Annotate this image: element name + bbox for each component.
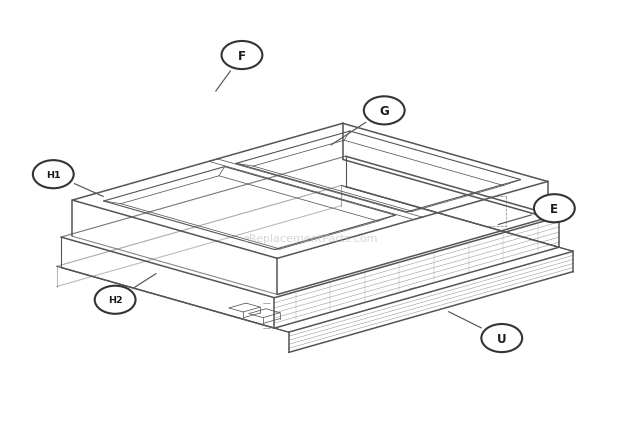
Circle shape (534, 195, 575, 223)
Text: U: U (497, 332, 507, 345)
Text: eReplacementParts.com: eReplacementParts.com (242, 233, 378, 244)
Circle shape (95, 286, 136, 314)
Circle shape (364, 97, 405, 125)
Text: F: F (238, 49, 246, 62)
Text: G: G (379, 105, 389, 118)
Text: H2: H2 (108, 296, 122, 305)
Text: H1: H1 (46, 170, 61, 179)
Circle shape (481, 324, 522, 352)
Circle shape (221, 42, 262, 70)
Text: E: E (551, 202, 559, 215)
Circle shape (33, 161, 74, 189)
